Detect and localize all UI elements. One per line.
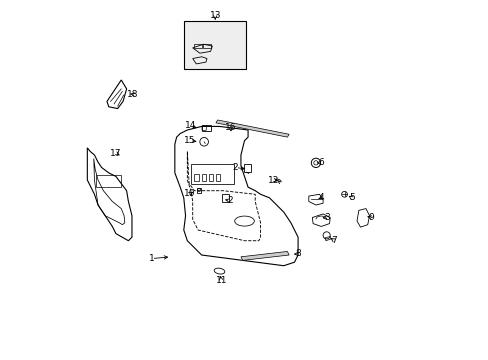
Text: 9: 9	[367, 213, 373, 222]
Bar	[190, 164, 233, 184]
Bar	[201, 125, 210, 131]
Bar	[244, 164, 250, 172]
Bar	[194, 44, 201, 48]
Text: 1: 1	[148, 254, 154, 263]
Bar	[96, 175, 121, 187]
Bar	[208, 174, 213, 181]
Text: 12: 12	[267, 176, 279, 185]
Polygon shape	[216, 120, 288, 137]
Bar	[203, 44, 210, 48]
Bar	[201, 174, 205, 181]
Text: 18: 18	[127, 90, 139, 99]
Text: 7: 7	[331, 236, 337, 245]
Text: 14: 14	[184, 121, 196, 130]
Text: 8: 8	[295, 249, 300, 258]
Text: 16: 16	[224, 123, 236, 132]
Text: 6: 6	[318, 158, 324, 167]
Bar	[183, 21, 246, 69]
Text: 2: 2	[227, 196, 233, 205]
Text: 3: 3	[323, 213, 329, 222]
Polygon shape	[241, 251, 288, 260]
Text: 15: 15	[184, 136, 196, 145]
Text: 13: 13	[209, 11, 221, 20]
Bar	[222, 194, 228, 202]
Bar	[194, 174, 198, 181]
Bar	[197, 188, 201, 193]
Text: 11: 11	[215, 276, 226, 285]
Bar	[216, 174, 220, 181]
Text: 5: 5	[348, 193, 354, 202]
Text: 4: 4	[318, 193, 324, 202]
Text: 10: 10	[184, 189, 196, 198]
Text: 2: 2	[232, 163, 238, 172]
Text: 17: 17	[110, 149, 122, 158]
